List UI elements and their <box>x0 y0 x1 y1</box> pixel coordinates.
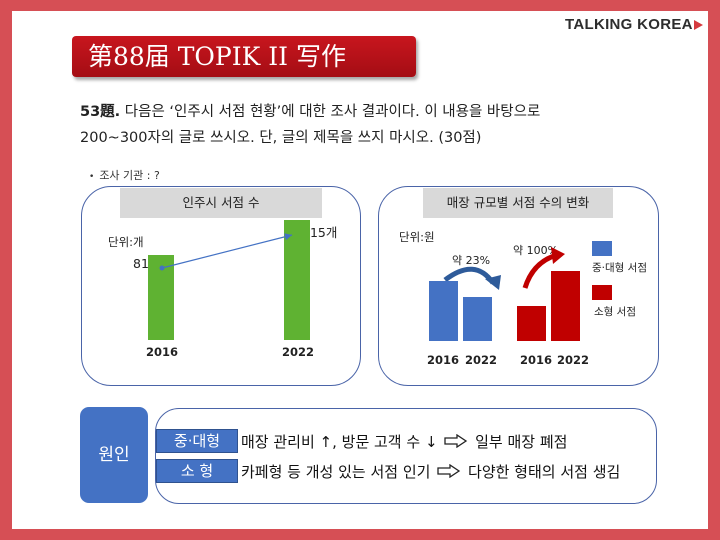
legend-label-small: 소형 서점 <box>594 306 636 318</box>
tick-label-2022: 2022 <box>282 345 315 359</box>
tick-label-2022-small: 2022 <box>557 353 590 367</box>
legend-swatch-large <box>592 241 612 256</box>
trend-arrow-icon <box>159 233 293 271</box>
unit-label: 단위:원 <box>399 230 435 244</box>
tick-label-2016: 2016 <box>146 345 179 359</box>
bar-small-2016 <box>517 306 546 341</box>
chart-title: 인주시 서점 수 <box>120 188 322 218</box>
legend-label-large: 중·대형 서점 <box>592 262 647 274</box>
chart-title: 매장 규모별 서점 수의 변화 <box>423 188 613 218</box>
data-label-2022: 115개 <box>302 225 338 240</box>
survey-label: 조사 기관 : ? <box>99 169 160 182</box>
cause-label: 원인 <box>80 407 148 503</box>
chart-panel-bookstore-count: 인주시 서점 수 단위:개 81개 115개 2016 2022 <box>81 186 361 386</box>
tag-large: 중·대형 <box>156 429 238 453</box>
question-text: 53題. 다음은 ‘인주시 서점 현황’에 대한 조사 결과이다. 이 내용을 … <box>80 99 700 151</box>
tick-label-2016-small: 2016 <box>520 353 553 367</box>
legend-swatch-small <box>592 285 612 300</box>
tick-label-2022-large: 2022 <box>465 353 498 367</box>
cause-result-small: 다양한 형태의 서점 생김 <box>468 463 621 481</box>
survey-source: • 조사 기관 : ? <box>89 167 160 183</box>
change-arrow-icons <box>443 247 565 290</box>
bar-large-2022 <box>463 297 492 341</box>
brand-arrow-icon <box>693 20 703 31</box>
bar-small-2022 <box>551 271 580 341</box>
bullet-icon: • <box>89 172 95 182</box>
change-label-large: 약 23% <box>452 254 491 267</box>
cause-text-large: 매장 관리비 ↑, 방문 고객 수 ↓ <box>241 433 438 451</box>
right-arrow-icon <box>437 463 461 479</box>
chart-panel-size-change: 매장 규모별 서점 수의 변화 단위:원 약 23% 약 100% 중·대형 서… <box>378 186 659 386</box>
question-line-2: 200~300자의 글로 쓰시오. 단, 글의 제목을 쓰지 마시오. (30점… <box>80 130 482 146</box>
right-arrow-icon <box>444 433 468 449</box>
tag-small: 소 형 <box>156 459 238 483</box>
cause-text-small: 카페형 등 개성 있는 서점 인기 <box>241 463 431 481</box>
brand-logo: TALKING KOREA <box>565 16 703 33</box>
change-label-small: 약 100% <box>513 244 559 257</box>
cause-result-large: 일부 매장 폐점 <box>475 433 568 451</box>
tick-label-2016-large: 2016 <box>427 353 460 367</box>
cause-row-large: 매장 관리비 ↑, 방문 고객 수 ↓ 일부 매장 폐점 <box>241 431 567 452</box>
unit-label: 단위:개 <box>108 235 144 249</box>
cause-box: 중·대형 매장 관리비 ↑, 방문 고객 수 ↓ 일부 매장 폐점 소 형 카페… <box>155 408 657 504</box>
question-line-1: 다음은 ‘인주시 서점 현황’에 대한 조사 결과이다. 이 내용을 바탕으로 <box>120 104 541 120</box>
cause-row-small: 카페형 등 개성 있는 서점 인기 다양한 형태의 서점 생김 <box>241 461 620 482</box>
page-title: 第88届 TOPIK II 写作 <box>72 36 416 77</box>
question-number: 53題. <box>80 104 121 120</box>
bar-large-2016 <box>429 281 458 341</box>
